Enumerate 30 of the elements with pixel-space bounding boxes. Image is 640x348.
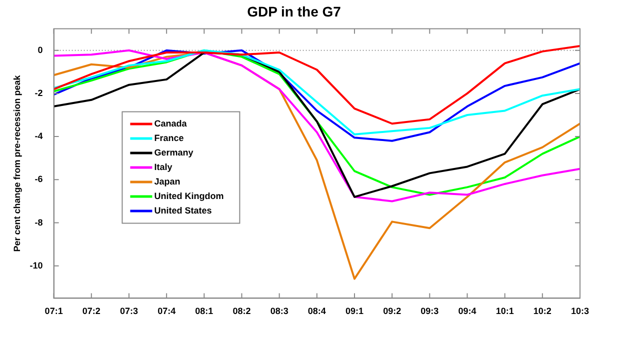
x-tick-label: 10:2 xyxy=(533,306,552,316)
x-tick-label: 07:3 xyxy=(120,306,138,316)
x-tick-label: 07:1 xyxy=(44,306,63,316)
legend-label: Canada xyxy=(154,118,188,128)
legend-label: Italy xyxy=(154,162,172,172)
x-tick-label: 08:2 xyxy=(232,306,251,316)
chart-title: GDP in the G7 xyxy=(247,3,342,20)
legend-label: France xyxy=(154,132,184,143)
x-tick-label: 09:1 xyxy=(345,306,364,316)
y-tick-label: -10 xyxy=(30,260,43,270)
x-tick-label: 09:3 xyxy=(420,306,439,316)
x-tick-label: 08:4 xyxy=(308,306,326,316)
legend-label: Japan xyxy=(154,176,180,186)
x-tick-label: 09:4 xyxy=(458,306,476,316)
x-tick-label: 08:3 xyxy=(270,306,288,316)
y-tick-label: -8 xyxy=(34,217,43,228)
legend-label: United States xyxy=(154,205,212,216)
legend-label: United Kingdom xyxy=(154,190,224,201)
x-tick-label: 07:2 xyxy=(82,306,100,316)
y-tick-label: -4 xyxy=(34,131,43,142)
x-tick-label: 10:1 xyxy=(496,306,514,316)
y-tick-label: 0 xyxy=(38,44,43,55)
x-tick-label: 07:4 xyxy=(158,306,176,316)
y-tick-label: -2 xyxy=(34,88,43,98)
legend-label: Germany xyxy=(154,147,194,158)
x-tick-label: 09:2 xyxy=(383,306,402,316)
x-tick-label: 08:1 xyxy=(195,306,214,316)
y-axis-title: Per cent change from pre-recession peak xyxy=(12,74,22,252)
x-tick-label: 10:3 xyxy=(570,306,590,316)
y-tick-label: -6 xyxy=(34,174,43,184)
